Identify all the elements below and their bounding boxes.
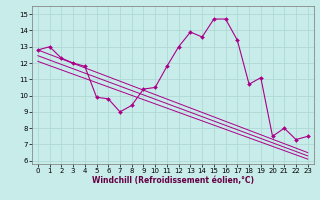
X-axis label: Windchill (Refroidissement éolien,°C): Windchill (Refroidissement éolien,°C) <box>92 176 254 185</box>
